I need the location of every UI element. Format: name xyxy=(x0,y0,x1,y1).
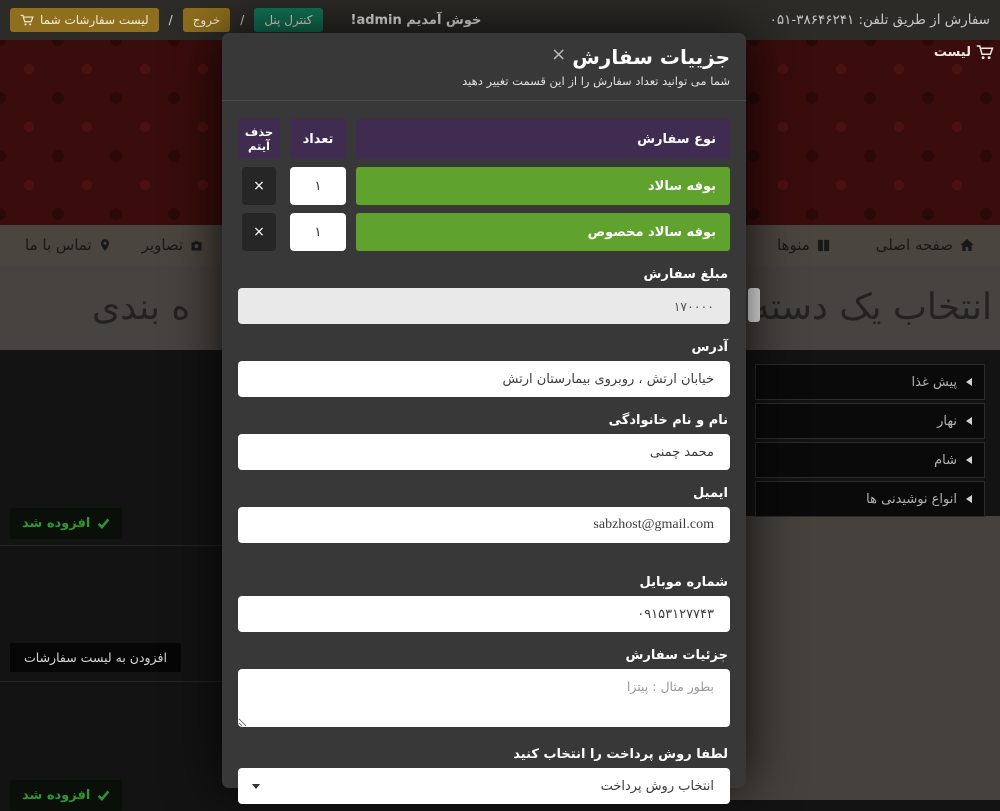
added-label: افزوده شد xyxy=(22,516,91,531)
nav-contact-label: تماس با ما xyxy=(25,236,92,254)
added-button[interactable]: افزوده شد xyxy=(10,780,123,811)
cart-icon xyxy=(20,13,34,27)
sidebar-item-dinner[interactable]: شام xyxy=(755,442,985,478)
order-item-row: بوفه سالاد مخصوص × xyxy=(238,213,730,251)
chevron-left-icon xyxy=(966,495,972,503)
remove-item-button[interactable]: × xyxy=(242,213,276,251)
added-button[interactable]: افزوده شد xyxy=(10,508,123,539)
logout-button[interactable]: خروج xyxy=(182,8,231,32)
add-to-order-list-button[interactable]: افزودن به لیست سفارشات xyxy=(10,643,181,672)
book-icon xyxy=(816,238,831,253)
nav-group-right: صفحه اصلی منوها xyxy=(777,236,975,254)
nav-gallery-label: تصاویر xyxy=(141,236,184,254)
top-bar: سفارش از طریق تلفن: ۰۵۱-۳۸۶۴۶۲۴۱ خوش آمد… xyxy=(0,0,1000,40)
cart-widget-label: لیست xyxy=(933,44,971,60)
added-label: افزوده شد xyxy=(22,788,91,803)
location-pin-icon xyxy=(98,237,112,253)
category-sidebar: پیش غذا نهار شام انواع نوشیدنی ها xyxy=(755,364,985,520)
phone-order-text: سفارش از طریق تلفن: ۰۵۱-۳۸۶۴۶۲۴۱ xyxy=(770,12,990,28)
nav-item-menus[interactable]: منوها xyxy=(777,236,831,254)
remove-item-button[interactable]: × xyxy=(242,167,276,205)
nav-group-left: تصاویر تماس با ما xyxy=(25,236,204,254)
nav-home-label: صفحه اصلی xyxy=(875,236,953,254)
quantity-input[interactable] xyxy=(290,167,346,205)
separator-slash: / xyxy=(240,13,245,27)
email-label: ایمیل xyxy=(693,486,728,501)
orders-list-button[interactable]: لیست سفارشات شما xyxy=(10,8,159,32)
phone-number: ۰۵۱-۳۸۶۴۶۲۴۱ xyxy=(769,12,855,28)
order-amount-label: مبلغ سفارش xyxy=(643,267,728,282)
sidebar-item-label: شام xyxy=(934,452,957,468)
mobile-field[interactable] xyxy=(238,596,730,632)
cart-list-widget[interactable]: لیست xyxy=(934,43,994,61)
sidebar-item-label: پیش غذا xyxy=(911,374,957,390)
address-label: آدرس xyxy=(691,340,728,355)
sidebar-item-appetizer[interactable]: پیش غذا xyxy=(755,364,985,400)
column-header-quantity: تعداد xyxy=(290,119,346,159)
chevron-left-icon xyxy=(966,378,972,386)
welcome-text: خوش آمدیم admin! xyxy=(350,12,482,28)
nav-item-gallery[interactable]: تصاویر xyxy=(142,236,204,254)
fullname-label: نام و نام خانوادگی xyxy=(608,413,728,428)
mobile-label: شماره موبایل xyxy=(639,575,728,590)
nav-item-contact[interactable]: تماس با ما xyxy=(25,236,112,254)
separator-slash: / xyxy=(168,13,173,27)
modal-title: جزییات سفارش xyxy=(572,45,730,69)
close-icon[interactable]: × xyxy=(551,44,567,65)
order-details-textarea[interactable] xyxy=(238,669,730,727)
sidebar-item-label: انواع نوشیدنی ها xyxy=(866,491,957,507)
remove-cell: × xyxy=(238,167,280,205)
caret-down-icon xyxy=(252,783,260,789)
modal-header: جزییات سفارش × xyxy=(238,44,730,70)
divider xyxy=(222,100,746,101)
payment-method-label: لطفا روش پرداخت را انتخاب کنید xyxy=(513,747,728,762)
topbar-user-area: خوش آمدیم admin! کنترل پنل / خروج / لیست… xyxy=(10,8,481,32)
modal-subtitle: شما می توانید تعداد سفارش را از این قسمت… xyxy=(462,74,730,88)
sidebar-item-lunch[interactable]: نهار xyxy=(755,403,985,439)
background-card-sliver xyxy=(748,288,760,322)
page-title-right-fragment: انتخاب یک دسته بن xyxy=(702,287,992,328)
page-title-left-fragment: ه بندی xyxy=(92,287,191,328)
payment-method-select[interactable]: انتخاب روش پرداخت xyxy=(238,768,730,804)
nav-menus-label: منوها xyxy=(777,236,810,254)
camera-icon xyxy=(189,238,204,253)
phone-order-label: سفارش از طریق تلفن: xyxy=(858,12,991,28)
home-icon xyxy=(959,237,975,253)
cart-icon xyxy=(976,43,994,61)
nav-item-home[interactable]: صفحه اصلی xyxy=(876,236,975,254)
column-header-order-type: نوع سفارش xyxy=(356,119,730,159)
email-field[interactable] xyxy=(238,507,730,543)
order-item-name: بوفه سالاد xyxy=(356,167,730,205)
order-items-table: نوع سفارش تعداد حذف آیتم بوفه سالاد × بو… xyxy=(238,119,730,251)
payment-method-selected-value: انتخاب روش پرداخت xyxy=(600,778,714,794)
sidebar-item-label: نهار xyxy=(937,413,957,429)
order-amount-field xyxy=(238,288,730,324)
control-panel-button[interactable]: کنترل پنل xyxy=(254,8,323,32)
order-item-name: بوفه سالاد مخصوص xyxy=(356,213,730,251)
table-header-row: نوع سفارش تعداد حذف آیتم xyxy=(238,119,730,159)
order-item-row: بوفه سالاد × xyxy=(238,167,730,205)
chevron-left-icon xyxy=(966,417,972,425)
address-field[interactable] xyxy=(238,361,730,397)
sidebar-item-drinks[interactable]: انواع نوشیدنی ها xyxy=(755,481,985,517)
order-details-modal: جزییات سفارش × شما می توانید تعداد سفارش… xyxy=(222,33,746,804)
check-icon xyxy=(97,789,110,802)
remove-cell: × xyxy=(238,213,280,251)
order-details-label: جزئیات سفارش xyxy=(625,648,728,663)
fullname-field[interactable] xyxy=(238,434,730,470)
column-header-remove: حذف آیتم xyxy=(238,119,280,159)
orders-list-label: لیست سفارشات شما xyxy=(40,13,149,27)
chevron-left-icon xyxy=(966,456,972,464)
quantity-input[interactable] xyxy=(290,213,346,251)
check-icon xyxy=(97,517,110,530)
